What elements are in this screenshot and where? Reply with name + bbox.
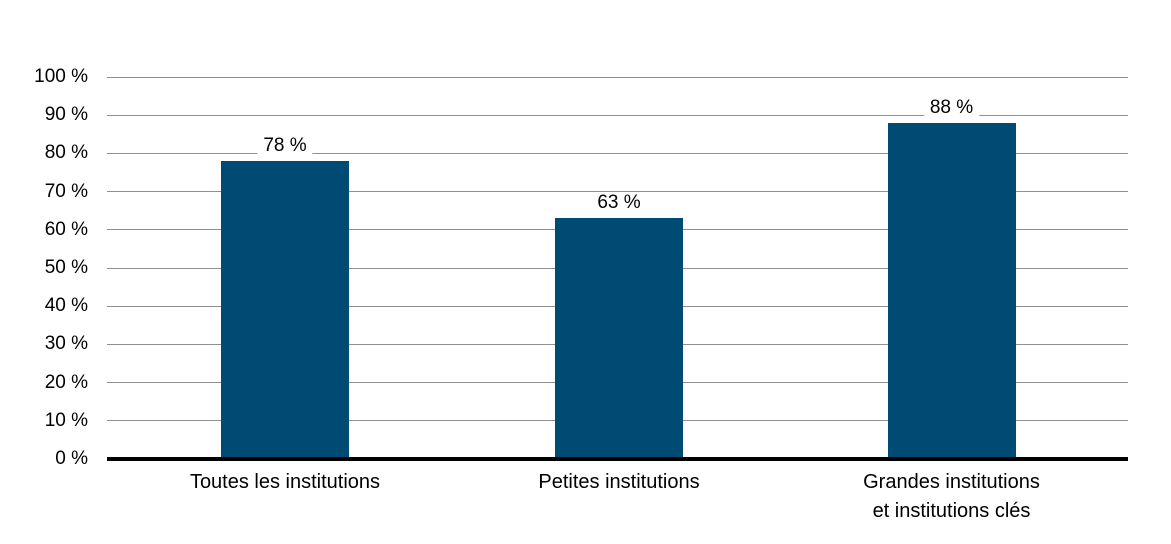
y-axis-tick-label: 50 %: [44, 257, 88, 278]
bar-value-label: 63 %: [591, 192, 647, 215]
x-axis-line: [107, 457, 1128, 461]
y-axis-tick-label: 40 %: [44, 295, 88, 317]
y-axis-tick-label: 10 %: [44, 409, 88, 431]
gridline: [107, 114, 1128, 116]
x-axis-category-label: Toutes les institutions: [189, 471, 381, 493]
x-axis-category-label: Petites institutions: [538, 471, 700, 493]
bar-value-label: 88 %: [923, 96, 980, 119]
bar-value-label: 78 %: [257, 135, 313, 158]
gridline: [107, 152, 1128, 154]
y-axis-tick-label: 80 %: [44, 142, 88, 164]
y-axis-tick-label: 20 %: [44, 371, 88, 393]
y-axis-tick-label: 70 %: [44, 180, 88, 202]
y-axis-tick-label: 0 %: [55, 448, 88, 469]
bar: [887, 122, 1016, 459]
y-axis-tick-label: 90 %: [44, 104, 88, 126]
gridline: [107, 191, 1128, 193]
bar: [221, 161, 349, 459]
bar: [555, 218, 683, 459]
plot-area: 78 % 63 % 88 %: [107, 76, 1128, 461]
y-axis-tick-label: 30 %: [44, 333, 88, 355]
y-axis-tick-label: 100 %: [34, 66, 88, 87]
x-axis-category-label: Grandes institutions et institutions clé…: [863, 471, 1040, 522]
gridline: [107, 76, 1128, 78]
y-axis-tick-label: 60 %: [44, 218, 88, 240]
